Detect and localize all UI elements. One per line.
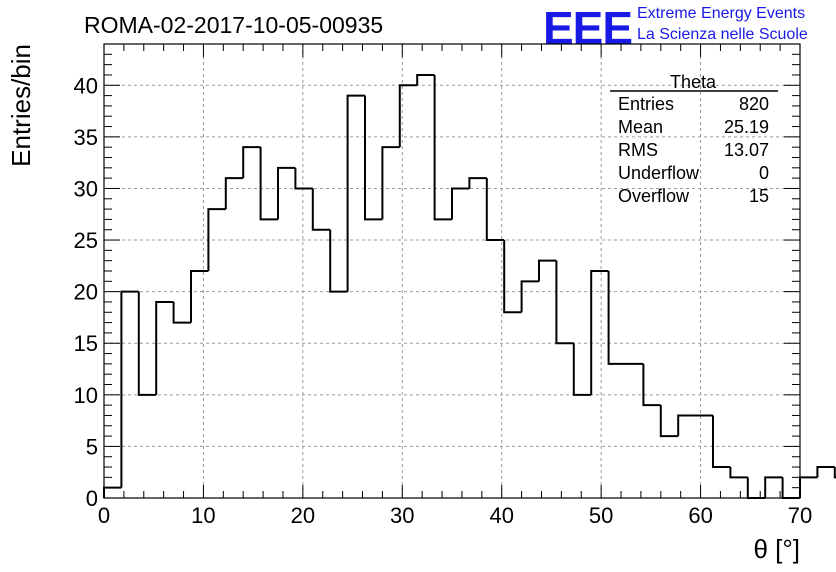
eee-logo-line2: La Scienza nelle Scuole xyxy=(637,26,808,43)
x-axis-title: θ [°] xyxy=(753,534,800,564)
histogram-bin xyxy=(816,466,835,478)
stats-value: 13.07 xyxy=(724,140,769,160)
histogram-bin xyxy=(607,271,626,365)
stats-label: RMS xyxy=(618,140,658,160)
histogram-bin xyxy=(207,208,226,271)
histogram-bin xyxy=(242,146,261,179)
x-tick-label: 40 xyxy=(489,503,513,528)
stats-value: 25.19 xyxy=(724,117,769,137)
histogram-bin xyxy=(746,477,766,499)
y-tick-label: 40 xyxy=(74,73,98,98)
y-tick-label: 20 xyxy=(74,280,98,305)
eee-logo-mark: EEE xyxy=(543,2,632,54)
histogram-bin xyxy=(190,270,209,323)
histogram-bin xyxy=(364,95,383,221)
x-tick-labels: 0 10 20 30 40 50 60 70 xyxy=(98,503,812,528)
histogram-bin xyxy=(572,343,592,396)
histogram-bin xyxy=(259,147,278,221)
stats-value: 0 xyxy=(759,163,769,183)
x-tick-label: 50 xyxy=(589,503,613,528)
x-tick-label: 70 xyxy=(788,503,812,528)
histogram-bin xyxy=(224,177,244,210)
histogram-bin xyxy=(294,167,313,190)
x-tick-label: 60 xyxy=(688,503,712,528)
histogram-bin xyxy=(381,146,400,220)
y-tick-label: 10 xyxy=(74,383,98,408)
histogram-bars xyxy=(103,73,836,499)
stats-title: Theta xyxy=(670,72,717,92)
histogram-bin xyxy=(520,280,539,313)
histogram-bin xyxy=(277,166,296,220)
histogram-bin xyxy=(485,178,505,242)
y-tick-label: 0 xyxy=(86,486,98,511)
histogram-bin xyxy=(468,177,487,189)
histogram-bin xyxy=(416,73,435,86)
histogram-bin xyxy=(712,415,731,469)
stats-rows: Entries 820 Mean 25.19 RMS 13.07 Underflow 0 Ove… xyxy=(618,94,769,206)
stats-box: Theta Entries 820 Mean 25.19 RMS 13.07 Underfl… xyxy=(610,72,778,206)
stats-label: Underflow xyxy=(618,163,700,183)
y-tick-label: 35 xyxy=(74,125,98,150)
grid xyxy=(104,44,800,498)
histogram-bin xyxy=(503,240,522,314)
histogram-bin xyxy=(677,414,696,437)
histogram-bin xyxy=(833,467,836,479)
histogram-bin xyxy=(172,301,191,324)
histogram-bin xyxy=(659,405,679,438)
x-tick-label: 0 xyxy=(98,503,110,528)
y-tick-label: 5 xyxy=(86,434,98,459)
histogram-bin xyxy=(398,84,418,148)
y-tick-label: 30 xyxy=(74,176,98,201)
histogram-bin xyxy=(311,188,331,231)
histogram-bin xyxy=(433,74,452,221)
stats-label: Entries xyxy=(618,94,674,114)
x-tick-label: 30 xyxy=(390,503,414,528)
histogram-bin xyxy=(764,476,783,498)
stats-label: Mean xyxy=(618,117,663,137)
stats-value: 15 xyxy=(749,186,769,206)
y-tick-label: 15 xyxy=(74,331,98,356)
histogram-bin xyxy=(642,363,661,407)
x-tick-label: 20 xyxy=(291,503,315,528)
y-tick-labels: 0 5 10 15 20 25 30 35 40 xyxy=(74,73,98,511)
y-axis-title: Entries/bin xyxy=(6,44,36,167)
histogram-bin xyxy=(346,94,365,292)
histogram-bin xyxy=(729,467,748,479)
histogram-bin xyxy=(329,229,348,293)
chart-title: ROMA-02-2017-10-05-00935 xyxy=(84,12,383,38)
histogram-bin xyxy=(155,300,174,395)
histogram-bin xyxy=(555,260,574,345)
x-tick-label: 10 xyxy=(191,503,215,528)
histogram-bin xyxy=(451,187,470,220)
eee-logo: EEE Extreme Energy Events La Scienza nel… xyxy=(543,2,808,54)
stats-label: Overflow xyxy=(618,186,690,206)
histogram-bin xyxy=(590,270,609,395)
histogram-bin xyxy=(103,486,122,498)
eee-logo-line1: Extreme Energy Events xyxy=(637,5,805,22)
histogram-bin xyxy=(120,290,139,488)
axis-ticks xyxy=(103,43,801,499)
y-tick-label: 25 xyxy=(74,228,98,253)
histogram-bin xyxy=(799,476,818,498)
stats-value: 820 xyxy=(739,94,769,114)
histogram-bin xyxy=(137,291,157,396)
histogram-bin xyxy=(538,259,557,282)
